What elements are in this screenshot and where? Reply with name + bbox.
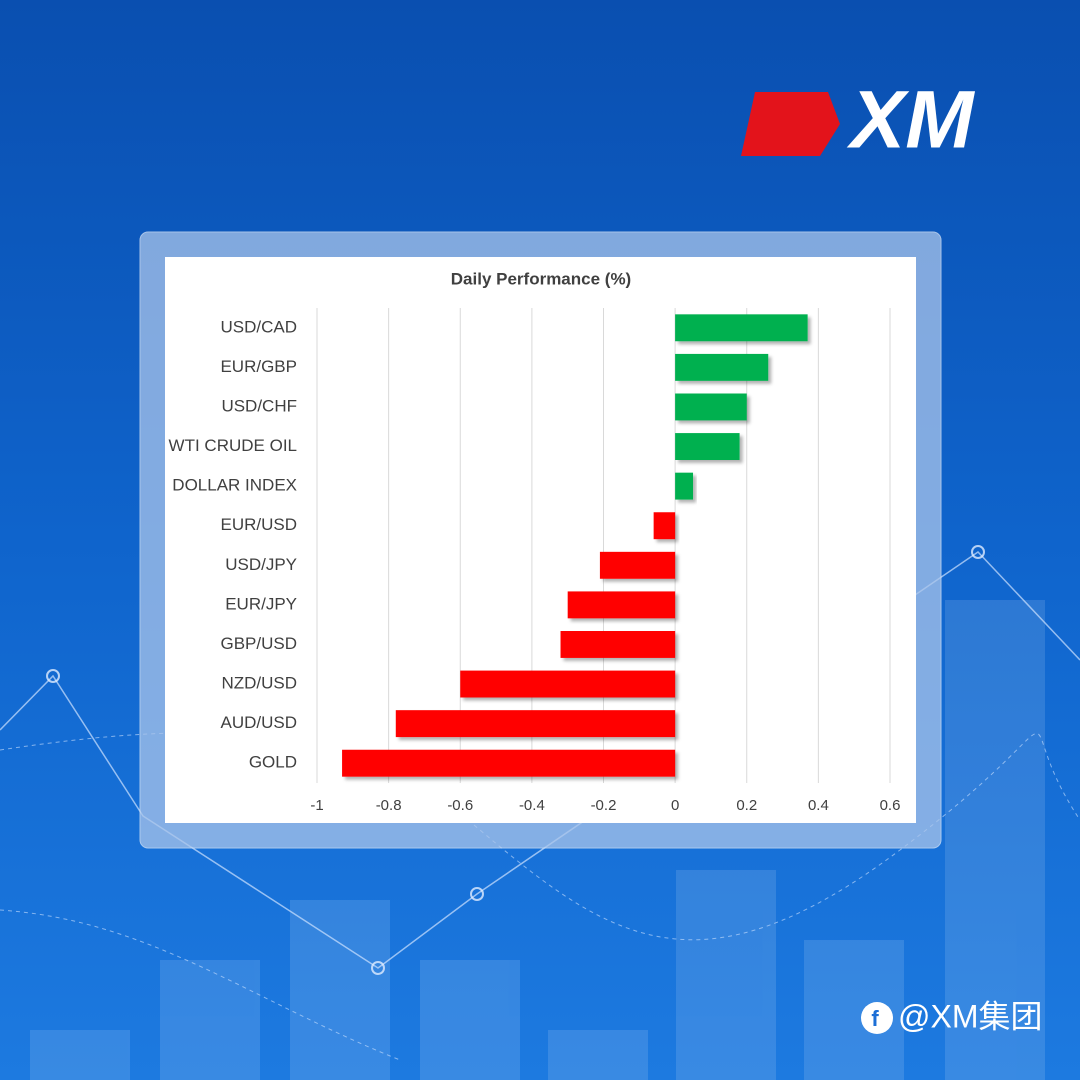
y-tick-label: USD/JPY bbox=[225, 555, 297, 574]
y-tick-label: EUR/JPY bbox=[225, 594, 297, 613]
y-tick-label: EUR/GBP bbox=[220, 357, 297, 376]
plot: -1 -0.8 -0.6 -0.4 -0.2 0 0.2 0.4 0.6 USD/CAD EUR/G… bbox=[169, 308, 901, 814]
x-tick-label: -0.4 bbox=[519, 797, 545, 814]
bar bbox=[675, 472, 694, 500]
x-tick-label: -0.2 bbox=[591, 797, 617, 814]
facebook-icon bbox=[861, 1002, 893, 1034]
bar bbox=[599, 551, 676, 579]
bar bbox=[460, 670, 676, 698]
chart-area bbox=[165, 257, 916, 823]
decor-dots bbox=[46, 545, 985, 975]
x-tick-label: 0.6 bbox=[880, 797, 901, 814]
decor-line bbox=[0, 551, 1080, 969]
y-tick-label: GOLD bbox=[249, 753, 297, 772]
decor-bars bbox=[30, 600, 1045, 1080]
x-tick-label: 0 bbox=[671, 797, 679, 814]
bar bbox=[560, 631, 676, 658]
y-tick-label: DOLLAR INDEX bbox=[172, 476, 297, 495]
x-tick-label: -1 bbox=[310, 797, 323, 814]
x-tick-label: 0.4 bbox=[808, 797, 829, 814]
x-tick-label: -0.8 bbox=[376, 797, 402, 814]
y-tick-label: EUR/USD bbox=[220, 515, 297, 534]
logo: XM bbox=[741, 75, 975, 166]
decor-dash bbox=[0, 909, 401, 1061]
x-tick-label: -0.6 bbox=[447, 797, 473, 814]
logo-text: XM bbox=[847, 75, 976, 166]
bar bbox=[395, 710, 676, 738]
bar bbox=[675, 353, 769, 381]
chart-title: Daily Performance (%) bbox=[451, 269, 631, 288]
y-tick-label: GBP/USD bbox=[220, 634, 297, 653]
facebook-glyph: f bbox=[871, 1006, 879, 1031]
bar bbox=[675, 433, 740, 460]
y-tick-label: USD/CHF bbox=[221, 396, 297, 415]
y-tick-label: WTI CRUDE OIL bbox=[169, 436, 297, 455]
bar bbox=[675, 314, 808, 342]
bar bbox=[567, 591, 676, 619]
y-tick-label: USD/CAD bbox=[220, 317, 297, 336]
x-tick-label: 0.2 bbox=[736, 797, 757, 814]
bar bbox=[675, 393, 747, 421]
y-tick-label: AUD/USD bbox=[220, 713, 297, 732]
bar bbox=[653, 512, 676, 540]
logo-mark bbox=[741, 92, 840, 156]
social-handle: @XM集团 bbox=[898, 998, 1043, 1034]
bar bbox=[342, 749, 676, 777]
y-tick-label: NZD/USD bbox=[221, 674, 297, 693]
